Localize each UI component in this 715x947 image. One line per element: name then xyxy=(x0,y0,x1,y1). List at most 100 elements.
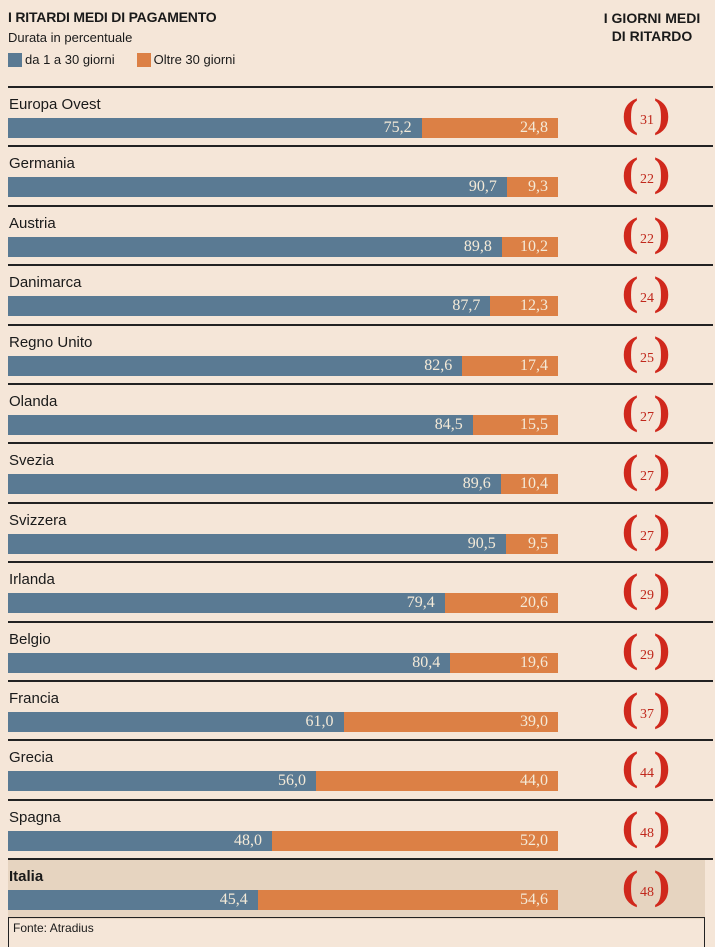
row-divider xyxy=(8,561,713,564)
days-value: 25 xyxy=(640,350,654,366)
days-value: 44 xyxy=(640,766,654,782)
days-value: 22 xyxy=(640,172,654,188)
chart-row: Germania 90,7 9,3 (22) xyxy=(0,147,715,206)
category-label: Germania xyxy=(9,155,75,173)
chart-title: I RITARDI MEDI DI PAGAMENTO xyxy=(8,9,217,25)
chart-row: Belgio 80,4 19,6 (29) xyxy=(0,623,715,682)
row-divider xyxy=(8,798,713,801)
days-badge: (31) xyxy=(612,94,682,142)
left-paren-icon: ( xyxy=(620,210,639,258)
bar-short: 89,8 xyxy=(8,236,502,257)
bar-long: 15,5 xyxy=(472,415,558,435)
category-label: Europa Ovest xyxy=(9,96,101,113)
left-paren-icon: ( xyxy=(620,864,639,912)
left-paren-icon: ( xyxy=(620,686,639,733)
legend-swatch-long xyxy=(136,52,151,67)
bar-short: 90,7 xyxy=(8,177,507,198)
category-label: Olanda xyxy=(9,393,58,410)
right-paren-icon: ) xyxy=(653,686,672,733)
left-paren-icon: ( xyxy=(620,151,639,199)
bar-long: 20,6 xyxy=(444,593,558,614)
days-value: 29 xyxy=(640,647,654,663)
legend-swatch-short xyxy=(8,52,22,67)
category-label: Austria xyxy=(9,214,56,232)
days-badge: (22) xyxy=(612,153,682,201)
bar-short: 75,2 xyxy=(8,118,422,138)
right-paren-icon: ) xyxy=(653,745,672,793)
right-paren-icon: ) xyxy=(653,389,672,436)
days-value: 37 xyxy=(640,707,654,722)
bar-short: 79,4 xyxy=(8,593,445,614)
right-paren-icon: ) xyxy=(653,329,672,377)
bar-long: 39,0 xyxy=(343,712,558,732)
category-label: Svezia xyxy=(9,452,55,470)
chart-row: Austria 89,8 10,2 (22) xyxy=(0,207,715,266)
bar-short: 48,0 xyxy=(8,830,272,851)
bar-long: 12,3 xyxy=(490,296,558,317)
row-divider xyxy=(8,204,713,207)
row-divider xyxy=(8,264,713,267)
legend-label-short: da 1 a 30 giorni xyxy=(25,52,115,67)
days-badge: (24) xyxy=(612,272,682,320)
left-paren-icon: ( xyxy=(620,329,639,377)
row-divider xyxy=(8,739,713,742)
left-paren-icon: ( xyxy=(620,389,639,436)
chart-row: Danimarca 87,7 12,3 (24) xyxy=(0,266,715,325)
right-paren-icon: ) xyxy=(653,626,672,674)
legend-item-short: da 1 a 30 giorni xyxy=(8,52,115,67)
category-label: Grecia xyxy=(9,749,54,767)
legend-label-long: Oltre 30 giorni xyxy=(153,52,236,67)
category-label: Danimarca xyxy=(9,274,82,292)
bar-long: 17,4 xyxy=(462,355,558,376)
bar-short: 61,0 xyxy=(8,712,344,732)
right-paren-icon: ) xyxy=(653,151,672,199)
row-divider xyxy=(8,680,713,682)
right-paren-icon: ) xyxy=(653,864,672,912)
bar-short: 82,6 xyxy=(8,355,463,376)
left-paren-icon: ( xyxy=(620,448,639,496)
category-label: Belgio xyxy=(9,630,51,648)
bar-short: 87,7 xyxy=(8,296,491,317)
row-divider xyxy=(8,86,713,88)
bar-long: 19,6 xyxy=(450,652,558,673)
chart-row: Svizzera 90,5 9,5 (27) xyxy=(0,504,715,563)
bar-short: 80,4 xyxy=(8,652,451,673)
left-paren-icon: ( xyxy=(620,270,639,318)
days-badge: (29) xyxy=(612,628,682,677)
days-badge: (44) xyxy=(612,747,682,795)
left-paren-icon: ( xyxy=(620,567,639,615)
days-title-line1: I GIORNI MEDI xyxy=(603,10,701,26)
chart-row: Francia 61,0 39,0 (37) xyxy=(0,682,715,741)
row-divider xyxy=(8,858,713,861)
days-badge: (25) xyxy=(612,331,682,380)
chart-row: Grecia 56,0 44,0 (44) xyxy=(0,741,715,800)
days-badge: (22) xyxy=(612,212,682,261)
days-badge: (29) xyxy=(612,569,682,617)
bar-long: 10,4 xyxy=(500,474,558,495)
row-divider xyxy=(8,383,713,385)
left-paren-icon: ( xyxy=(620,92,639,139)
right-paren-icon: ) xyxy=(653,567,672,615)
days-badge: (27) xyxy=(612,391,682,439)
category-label: Irlanda xyxy=(9,571,55,589)
days-value: 29 xyxy=(640,588,654,604)
days-value: 31 xyxy=(640,113,654,128)
chart-row: Regno Unito 82,6 17,4 (25) xyxy=(0,326,715,385)
row-divider xyxy=(8,442,713,445)
days-value: 27 xyxy=(640,410,654,425)
left-paren-icon: ( xyxy=(620,745,639,793)
category-label: Svizzera xyxy=(9,511,67,529)
days-badge: (37) xyxy=(612,688,682,736)
bar-long: 9,3 xyxy=(506,177,558,198)
days-title-line2: DI RITARDO xyxy=(611,28,693,44)
chart-row: Svezia 89,6 10,4 (27) xyxy=(0,444,715,503)
category-label: Spagna xyxy=(9,808,61,826)
row-divider xyxy=(8,620,713,623)
chart-row: Olanda 84,5 15,5 (27) xyxy=(0,385,715,444)
days-badge: (27) xyxy=(612,450,682,498)
bar-long: 9,5 xyxy=(505,533,558,554)
days-value: 48 xyxy=(640,885,654,901)
category-label: Italia xyxy=(9,868,44,886)
chart-row: Europa Ovest 75,2 24,8 (31) xyxy=(0,88,715,147)
bar-long: 44,0 xyxy=(316,771,558,792)
